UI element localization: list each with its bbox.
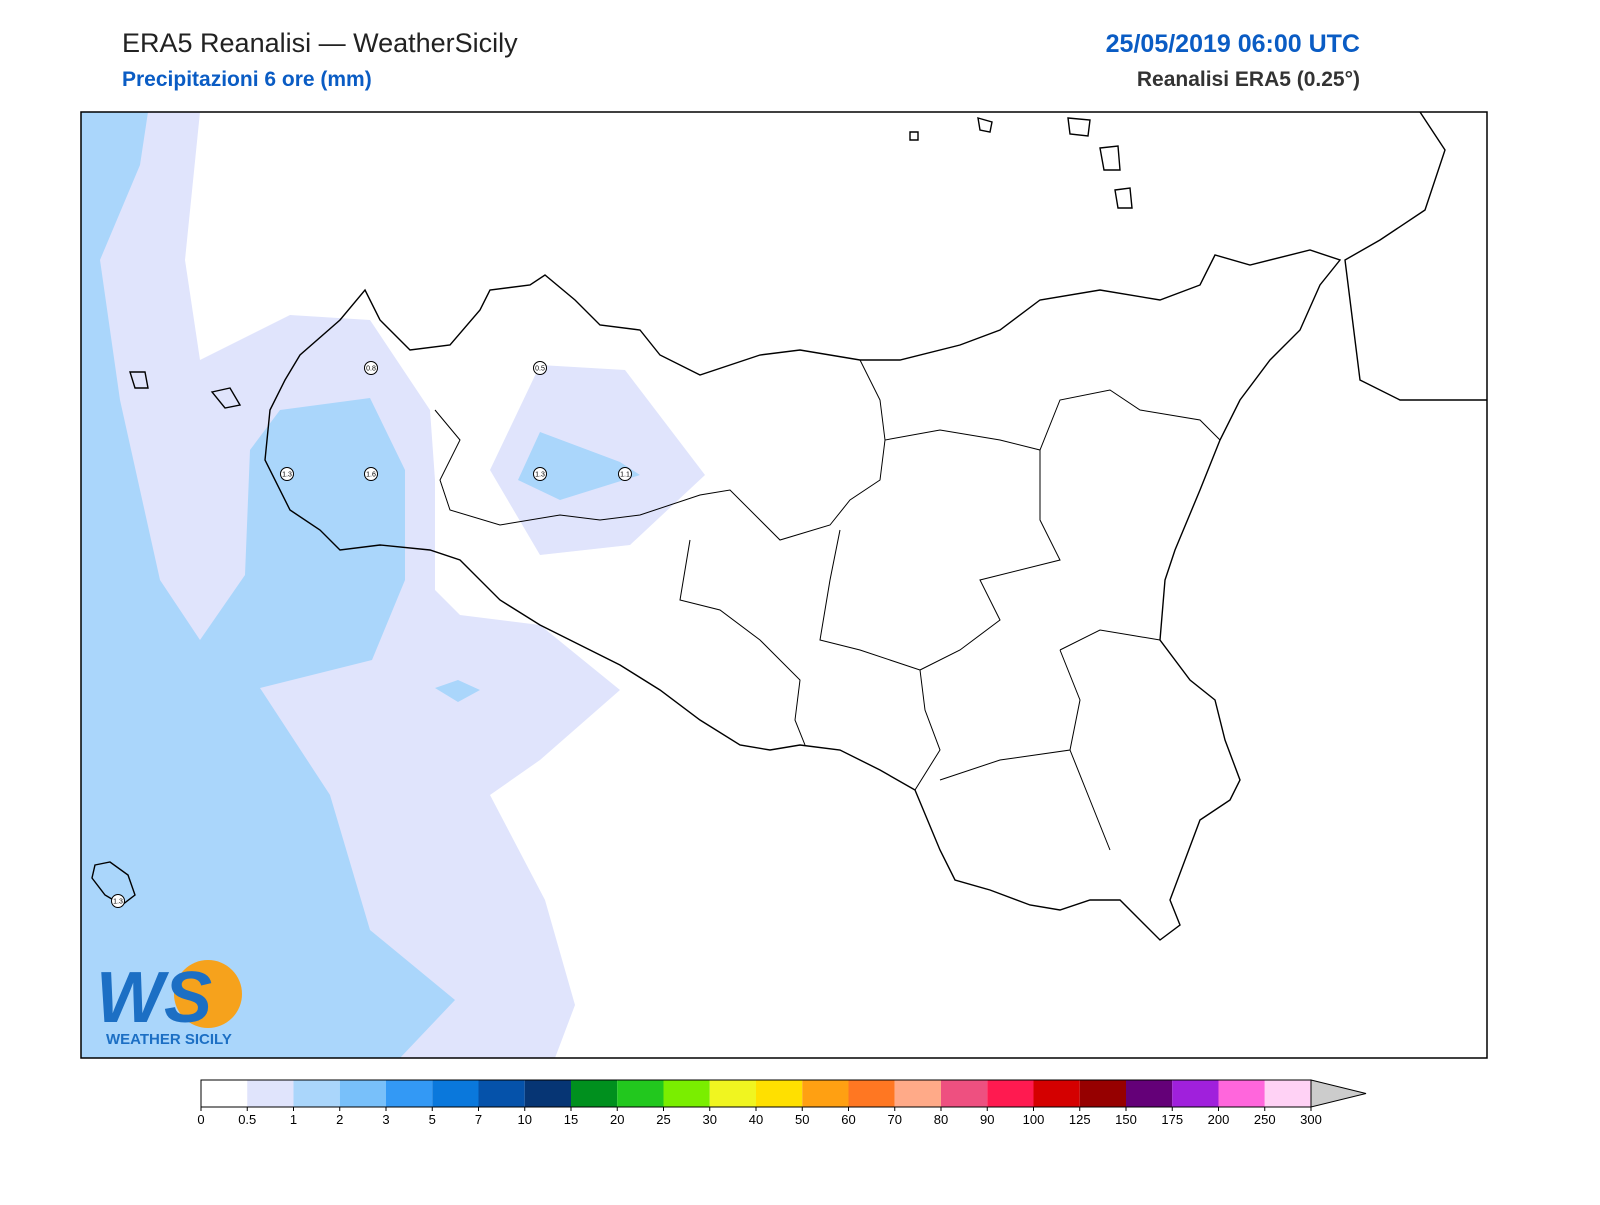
station-marker xyxy=(280,467,294,481)
colorbar-swatch xyxy=(617,1080,664,1107)
coastline xyxy=(1344,112,1487,401)
colorbar-swatch xyxy=(386,1080,433,1107)
island xyxy=(909,117,1133,209)
precip-area xyxy=(81,112,455,1058)
colorbar-tick-label: 250 xyxy=(1254,1112,1276,1127)
colorbar-tick-label: 0 xyxy=(197,1112,204,1127)
coastline xyxy=(264,249,1342,941)
colorbar-swatch xyxy=(756,1080,803,1107)
precip-area xyxy=(518,432,640,500)
colorbar-tick-label: 60 xyxy=(841,1112,855,1127)
colorbar-tick-label: 7 xyxy=(475,1112,482,1127)
station-value: 0.5 xyxy=(535,366,545,373)
precip-area xyxy=(435,680,480,702)
colorbar-swatch xyxy=(432,1080,479,1107)
colorbar-swatch xyxy=(802,1080,849,1107)
colorbar-swatch xyxy=(709,1080,756,1107)
station-marker xyxy=(618,467,632,481)
colorbar-swatch xyxy=(1218,1080,1265,1107)
colorbar-tick-label: 25 xyxy=(656,1112,670,1127)
title: ERA5 Reanalisi — WeatherSicily xyxy=(122,28,518,58)
colorbar-tick-label: 125 xyxy=(1069,1112,1091,1127)
colorbar-tick-label: 40 xyxy=(749,1112,763,1127)
logo-letters: WS xyxy=(96,958,212,1038)
colorbar-tick-label: 150 xyxy=(1115,1112,1137,1127)
colorbar-swatch xyxy=(524,1080,571,1107)
colorbar-swatch xyxy=(848,1080,895,1107)
colorbar-swatch xyxy=(987,1080,1034,1107)
colorbar-tick-label: 175 xyxy=(1161,1112,1183,1127)
colorbar-swatch xyxy=(478,1080,525,1107)
colorbar-swatch xyxy=(1264,1080,1311,1107)
station-marker xyxy=(364,361,378,375)
colorbar-tick-label: 10 xyxy=(518,1112,532,1127)
colorbar-tick-label: 300 xyxy=(1300,1112,1322,1127)
colorbar-tick-label: 1 xyxy=(290,1112,297,1127)
logo: WS WEATHER SICILY xyxy=(96,958,242,1048)
colorbar-swatch xyxy=(1172,1080,1219,1107)
colorbar-swatch xyxy=(293,1080,340,1107)
island xyxy=(91,861,136,906)
colorbar-tick-label: 50 xyxy=(795,1112,809,1127)
station-marker xyxy=(533,467,547,481)
colorbar-tick-label: 20 xyxy=(610,1112,624,1127)
colorbar-swatch xyxy=(339,1080,386,1107)
colorbar-extend xyxy=(1310,1079,1367,1108)
station-marker xyxy=(364,467,378,481)
colorbar-swatch xyxy=(201,1080,248,1107)
map xyxy=(81,112,1487,1058)
stations: 0.8 0.5 1.3 1.6 1.3 1.1 1.3 xyxy=(111,361,632,908)
station-value: 1.3 xyxy=(535,472,545,479)
map-frame xyxy=(80,111,1488,1059)
station-value: 0.8 xyxy=(366,366,376,373)
colorbar-tick-label: 80 xyxy=(934,1112,948,1127)
colorbar-swatch xyxy=(663,1080,710,1107)
colorbar-swatch xyxy=(571,1080,618,1107)
colorbar-swatch xyxy=(1079,1080,1126,1107)
colorbar-tick-label: 15 xyxy=(564,1112,578,1127)
colorbar-swatch xyxy=(1033,1080,1080,1107)
colorbar-tick-label: 70 xyxy=(888,1112,902,1127)
colorbar-swatch xyxy=(247,1080,294,1107)
colorbar-tick-label: 30 xyxy=(703,1112,717,1127)
station-value: 1.1 xyxy=(620,472,630,479)
source: Reanalisi ERA5 (0.25°) xyxy=(1137,68,1360,91)
station-value: 1.3 xyxy=(282,472,292,479)
colorbar-tick-label: 0.5 xyxy=(238,1112,256,1127)
logo-name: WEATHER SICILY xyxy=(106,1031,232,1048)
colorbar-tick-label: 200 xyxy=(1208,1112,1230,1127)
colorbar-tick-label: 5 xyxy=(429,1112,436,1127)
colorbar-swatch xyxy=(1126,1080,1173,1107)
colorbar-swatch xyxy=(894,1080,941,1107)
colorbar-tick-label: 90 xyxy=(980,1112,994,1127)
station-value: 1.6 xyxy=(366,472,376,479)
datetime: 25/05/2019 06:00 UTC xyxy=(1106,30,1360,58)
station-marker xyxy=(533,361,547,375)
colorbar-tick-label: 2 xyxy=(336,1112,343,1127)
colorbar-tick-label: 3 xyxy=(382,1112,389,1127)
subtitle: Precipitazioni 6 ore (mm) xyxy=(122,68,372,91)
island xyxy=(129,371,242,409)
colorbar-tick-label: 100 xyxy=(1023,1112,1045,1127)
station-marker xyxy=(111,894,125,908)
province-border xyxy=(679,359,1161,851)
station-value: 1.3 xyxy=(113,899,123,906)
colorbar: 0 0.5 1 2 3 5 7 10 15 20 25 30 40 50 60 70 80 90 100 125 150… xyxy=(197,1079,1367,1127)
colorbar-swatch xyxy=(941,1080,988,1107)
logo-sun xyxy=(174,960,242,1028)
province-border xyxy=(434,389,1221,541)
